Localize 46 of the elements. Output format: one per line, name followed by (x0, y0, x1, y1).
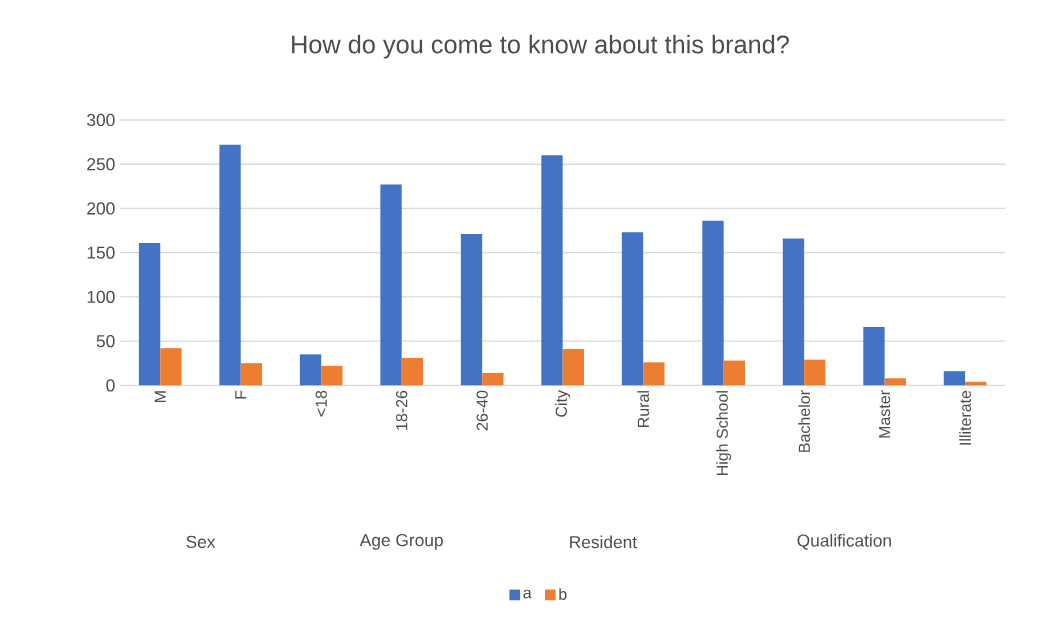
x-tick-label: Rural (637, 391, 650, 428)
bar (884, 378, 906, 386)
legend-label: b (559, 588, 567, 601)
chart-title: How do you come to know about this brand? (292, 35, 789, 59)
bar (401, 358, 424, 386)
x-tick-label: M (154, 391, 166, 403)
bar (321, 366, 343, 386)
bar (863, 327, 885, 386)
text: Sex (186, 535, 216, 549)
y-tick-label: 50 (96, 335, 115, 348)
bar (380, 184, 402, 386)
bar (643, 362, 665, 386)
x-tick-label: <18 (315, 390, 327, 417)
bar (723, 360, 745, 386)
x-tick-label: High School (716, 391, 732, 476)
bar (299, 354, 322, 386)
x-tick-label: Illiterate (959, 390, 971, 445)
bar (782, 238, 805, 386)
y-tick-label: 250 (87, 158, 115, 171)
x-tick-label: 26-40 (476, 390, 488, 431)
x-tick-label: F (235, 390, 247, 399)
legend-label: a (523, 589, 532, 599)
bar (804, 359, 826, 386)
bar (541, 155, 563, 386)
bar (460, 234, 483, 386)
y-tick-label: 200 (87, 202, 115, 215)
bar (943, 371, 966, 386)
bar (219, 144, 241, 386)
x-tick-label: Bachelor (798, 390, 810, 453)
y-tick-label: 100 (87, 290, 115, 304)
text: Resident (570, 535, 637, 549)
bar (240, 363, 263, 386)
bar (482, 373, 504, 386)
bar (160, 348, 182, 386)
text: Qualification (797, 534, 891, 550)
bar (621, 232, 644, 386)
bar (702, 220, 724, 386)
text: Age Group (359, 534, 443, 550)
x-tick-label: 18-26 (396, 390, 408, 430)
y-tick-label: 0 (106, 379, 115, 392)
y-tick-label: 150 (87, 246, 115, 259)
x-tick-label: Master (879, 390, 891, 438)
y-tick-label: 300 (87, 114, 115, 127)
bar (138, 243, 161, 386)
bar (562, 349, 584, 386)
x-tick-label: City (555, 390, 571, 417)
